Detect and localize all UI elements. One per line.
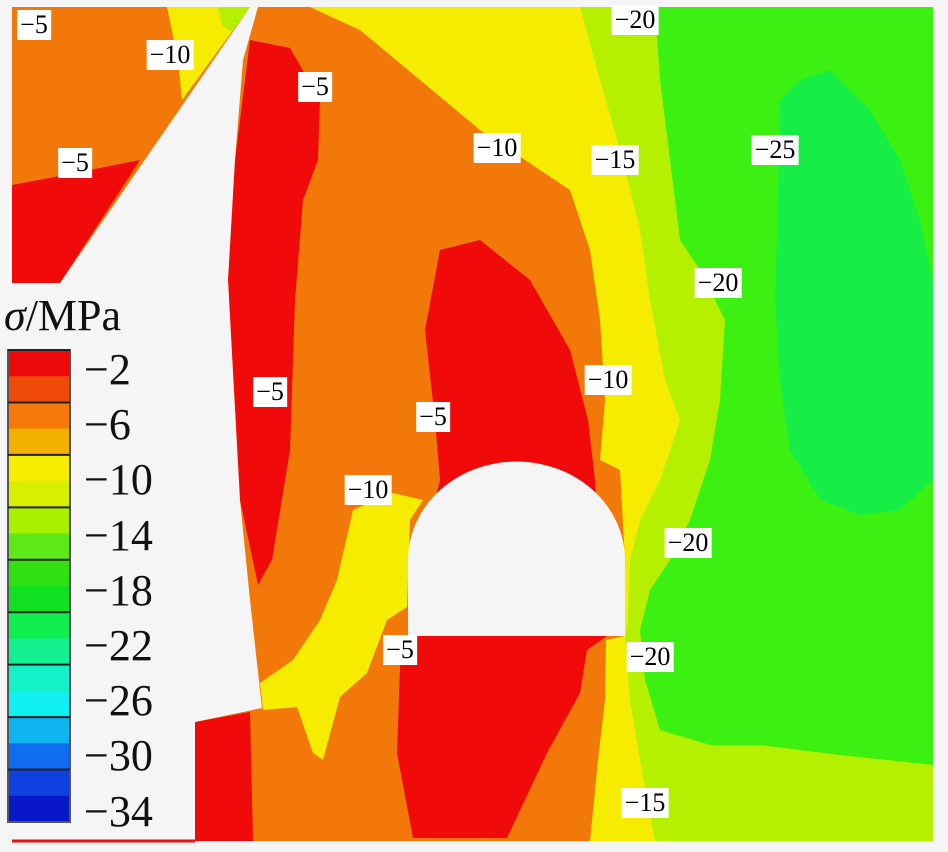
colorbar-tick-label: −6 [84, 400, 131, 450]
contour-label: −5 [416, 402, 450, 432]
colorbar-band [8, 769, 70, 797]
contour-label: −5 [17, 10, 51, 40]
contour-label: −10 [344, 475, 392, 505]
region-red-top-left [12, 160, 140, 283]
colorbar-tick-label: −26 [84, 676, 153, 726]
contour-label: −5 [253, 377, 287, 407]
colorbar-band [8, 376, 70, 403]
colorbar-tick-label: −18 [84, 565, 153, 615]
region-red-bottom-left [195, 712, 253, 841]
colorbar-band [8, 481, 70, 508]
legend-title: σ/MPa [4, 290, 121, 342]
contour-label: −10 [146, 40, 194, 70]
contour-label: −15 [591, 145, 639, 175]
contour-label: −20 [694, 268, 742, 298]
colorbar-band [8, 795, 70, 823]
region-bright-green [775, 70, 933, 515]
contour-label: −20 [626, 642, 674, 672]
colorbar-band [8, 507, 70, 535]
contour-label: −5 [58, 148, 92, 178]
contour-label: −15 [621, 788, 669, 818]
colorbar-tick-label: −30 [84, 731, 153, 781]
colorbar-band [8, 664, 70, 692]
contour-label: −10 [473, 133, 521, 163]
contour-label: −20 [611, 5, 659, 35]
colorbar-tick-label: −22 [84, 621, 153, 670]
colorbar-band [8, 428, 70, 456]
region-yellow-top-left [167, 7, 250, 100]
colorbar-band [8, 402, 70, 430]
colorbar-band [8, 638, 70, 666]
sigma-symbol: σ [4, 291, 26, 340]
contour-label: −25 [751, 135, 799, 165]
colorbar-band [8, 612, 70, 639]
region-red-left-strip [228, 40, 320, 585]
colorbar-band [8, 350, 70, 377]
region-yellow-left-tunnel [260, 493, 423, 760]
colorbar-tick-label: −34 [84, 786, 153, 836]
colorbar-band [8, 533, 70, 561]
colorbar [7, 349, 71, 823]
colorbar-band [8, 717, 70, 744]
contour-label: −5 [298, 72, 332, 102]
contour-label: −20 [664, 528, 712, 558]
unit-label: /MPa [25, 291, 122, 340]
colorbar-band [8, 690, 70, 718]
colorbar-band [8, 586, 70, 613]
contour-label: −10 [584, 365, 632, 395]
colorbar-band [8, 743, 70, 771]
colorbar-band [8, 559, 70, 587]
contour-label: −5 [383, 635, 417, 665]
tunnel-opening [408, 461, 625, 636]
colorbar-tick-label: −2 [84, 345, 131, 394]
colorbar-tick-label: −14 [84, 510, 153, 560]
region-yellowgreen-top-left [218, 7, 250, 32]
colorbar-tick-label: −10 [84, 455, 153, 505]
colorbar-band [8, 454, 70, 482]
region-red-below-tunnel [397, 636, 607, 838]
